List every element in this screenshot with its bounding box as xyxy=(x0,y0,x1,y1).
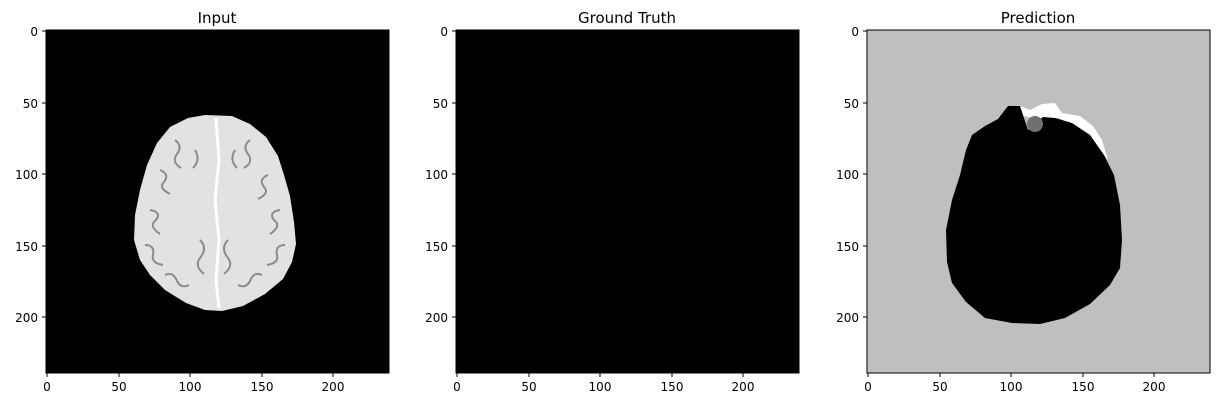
tick-label: 50 xyxy=(521,380,536,394)
panel-ground-truth: Ground Truth 0 50 100 150 200 0 50 100 1… xyxy=(425,9,800,394)
y-ticks: 0 50 100 150 200 xyxy=(425,25,456,325)
tick-label: 0 xyxy=(440,25,448,39)
panel-input: Input 0 xyxy=(15,9,390,394)
tick-label: 50 xyxy=(111,380,126,394)
axes-frame xyxy=(866,29,1211,374)
tick-label: 150 xyxy=(15,240,38,254)
x-ticks: 0 50 100 150 200 xyxy=(864,373,1165,394)
y-ticks: 0 50 100 150 200 xyxy=(836,25,867,325)
image-background xyxy=(456,30,799,373)
axes-frame xyxy=(455,29,800,374)
midline xyxy=(213,117,221,309)
y-ticks: 0 50 100 150 200 xyxy=(15,25,46,325)
tick-label: 0 xyxy=(43,380,51,394)
sulci-pattern xyxy=(144,139,286,288)
x-ticks: 0 50 100 150 200 xyxy=(43,373,344,394)
panel-prediction: Prediction 0 50 100 150 200 0 50 100 xyxy=(836,9,1211,394)
tick-label: 150 xyxy=(1072,380,1095,394)
tick-label: 100 xyxy=(425,168,448,182)
tick-label: 200 xyxy=(732,380,755,394)
tick-label: 50 xyxy=(844,97,859,111)
axes-frame xyxy=(45,29,390,374)
tick-label: 0 xyxy=(864,380,872,394)
tick-label: 150 xyxy=(425,240,448,254)
tick-label: 200 xyxy=(15,311,38,325)
tick-label: 100 xyxy=(836,168,859,182)
tick-label: 50 xyxy=(932,380,947,394)
tick-label: 0 xyxy=(453,380,461,394)
prediction-blob xyxy=(1027,116,1043,132)
tick-label: 100 xyxy=(179,380,202,394)
tick-label: 150 xyxy=(251,380,274,394)
prediction-interior xyxy=(946,106,1122,324)
tick-label: 150 xyxy=(661,380,684,394)
tick-label: 150 xyxy=(836,240,859,254)
tick-label: 200 xyxy=(425,311,448,325)
panel-title: Input xyxy=(198,9,237,27)
tick-label: 200 xyxy=(322,380,345,394)
panel-title: Prediction xyxy=(1001,9,1076,27)
x-ticks: 0 50 100 150 200 xyxy=(453,373,754,394)
tick-label: 200 xyxy=(1143,380,1166,394)
tick-label: 100 xyxy=(589,380,612,394)
tick-label: 50 xyxy=(23,97,38,111)
tick-label: 0 xyxy=(851,25,859,39)
tick-label: 100 xyxy=(1000,380,1023,394)
tick-label: 0 xyxy=(30,25,38,39)
tick-label: 50 xyxy=(433,97,448,111)
panel-title: Ground Truth xyxy=(578,9,676,27)
tick-label: 100 xyxy=(15,168,38,182)
tick-label: 200 xyxy=(836,311,859,325)
